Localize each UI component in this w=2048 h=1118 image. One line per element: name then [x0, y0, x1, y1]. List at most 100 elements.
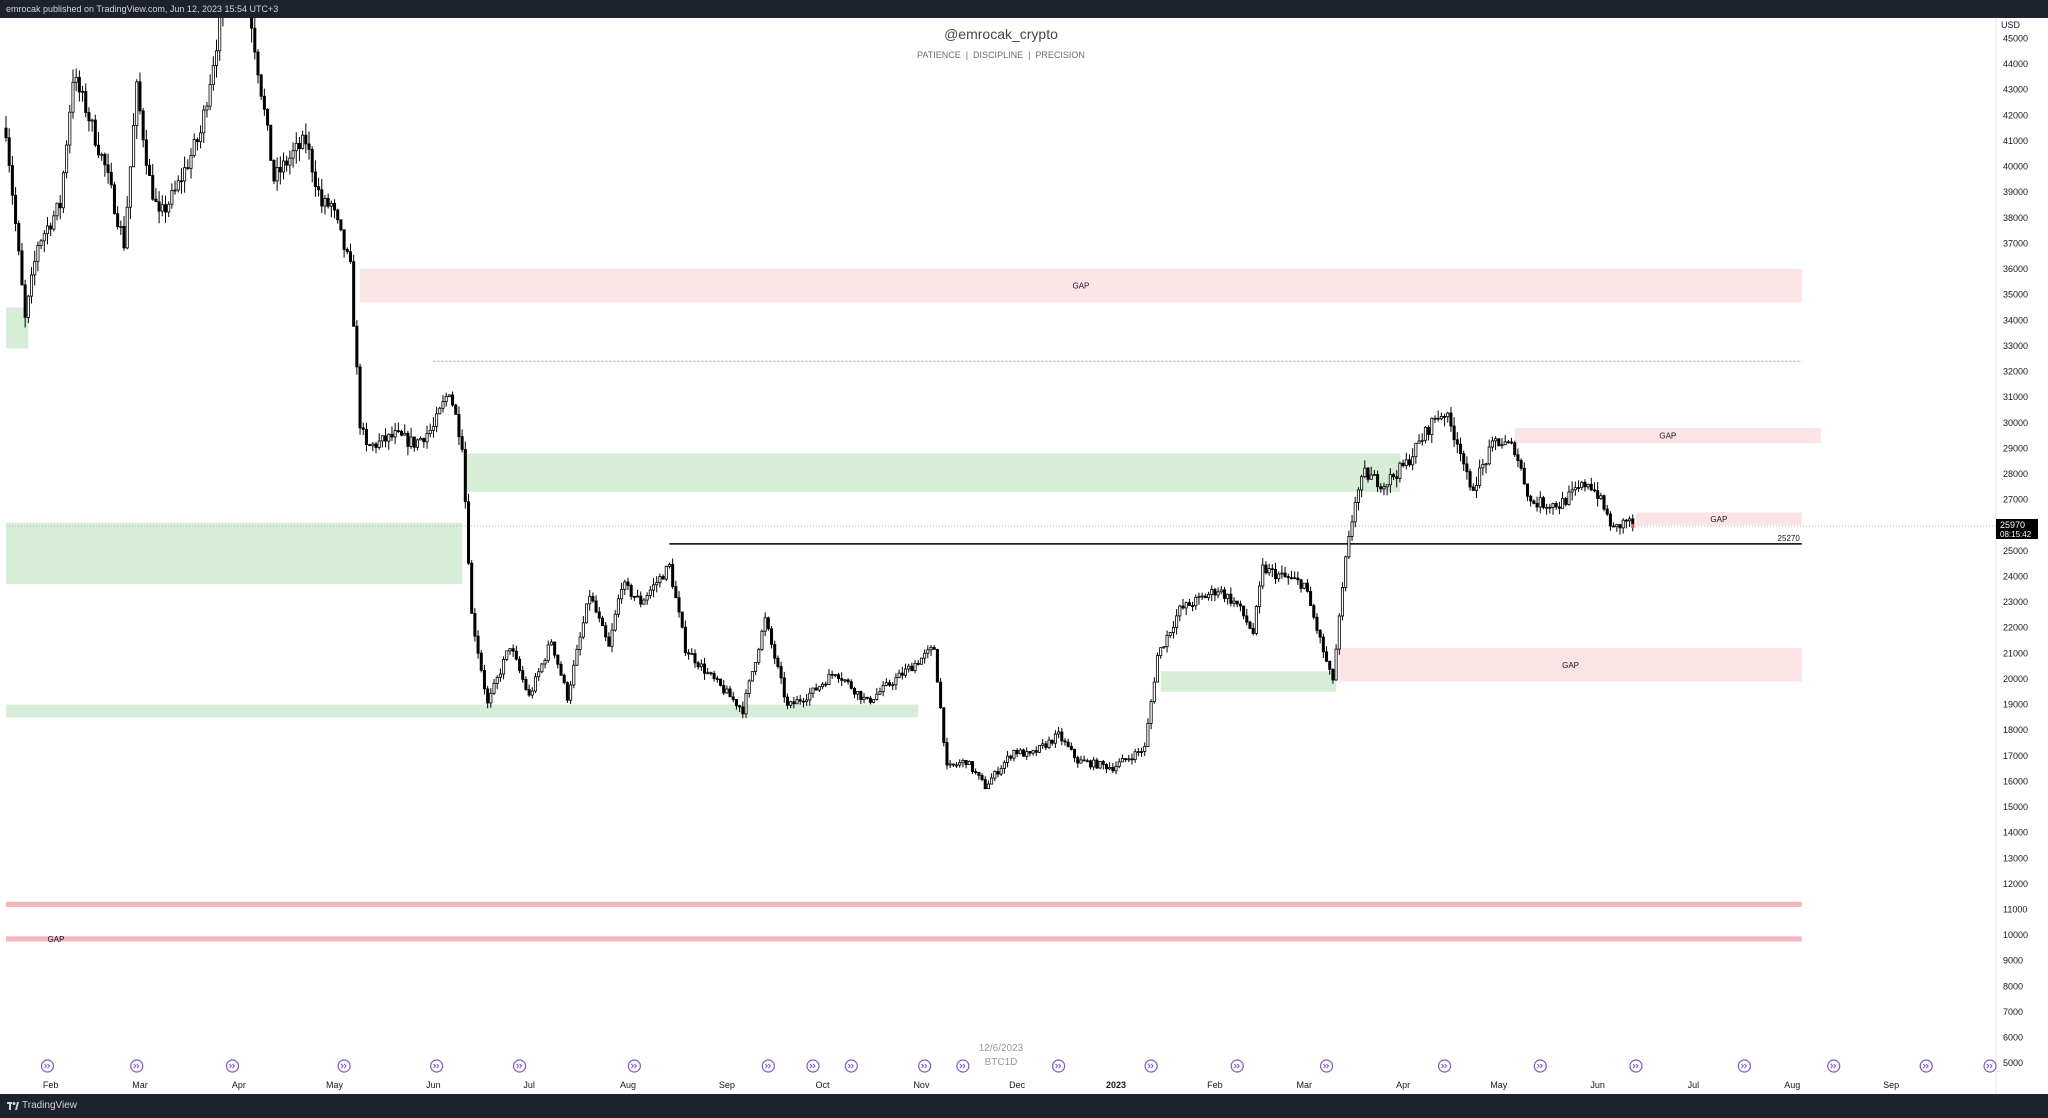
event-marker-icon[interactable]	[918, 1059, 932, 1073]
candle-down	[1085, 760, 1089, 763]
event-marker-icon[interactable]	[512, 1059, 527, 1073]
candle-up	[1369, 474, 1373, 480]
candle-up	[923, 652, 927, 659]
candle-down	[266, 108, 270, 126]
event-marker-icon[interactable]	[1144, 1059, 1158, 1073]
event-marker-icon[interactable]	[337, 1059, 351, 1073]
candle-up	[173, 189, 177, 192]
candle-down	[1273, 569, 1278, 580]
candle-up	[537, 671, 541, 678]
candle-up	[651, 584, 656, 591]
candle-down	[1608, 513, 1612, 527]
candle-up	[438, 407, 442, 415]
time-axis[interactable]: Feb Mar Apr May Jun Jul Aug Sep Oct Nov Dec 2023 Feb…	[43, 1080, 1899, 1090]
candle-down	[186, 167, 190, 170]
price-axis[interactable]: 5000 6000 7000 8000 9000 10000 11000 12000 13000…	[2003, 33, 2028, 1068]
candle-up	[1146, 722, 1150, 747]
candle-up	[1053, 733, 1057, 744]
candle-down	[674, 586, 678, 599]
event-marker-chevron	[1233, 1063, 1240, 1069]
candle-down	[718, 678, 723, 686]
candle-down	[703, 663, 707, 674]
candle-up	[498, 673, 502, 678]
time-tick-label: Feb	[43, 1080, 59, 1090]
event-marker-icon[interactable]	[225, 1059, 240, 1073]
event-marker-icon[interactable]	[956, 1059, 970, 1073]
candle-up	[1165, 635, 1169, 648]
event-marker-icon[interactable]	[1827, 1059, 1841, 1073]
candle-down	[1497, 438, 1501, 447]
event-marker-icon[interactable]	[1437, 1059, 1452, 1073]
candle-down	[1541, 497, 1545, 508]
candle-up	[1503, 441, 1507, 446]
candle-down	[23, 284, 27, 318]
price-tick-label: 27000	[2003, 495, 2028, 505]
event-marker-icon[interactable]	[627, 1059, 641, 1073]
candle-up	[1481, 463, 1485, 469]
candle-up	[1159, 647, 1163, 657]
event-marker-icon[interactable]	[130, 1059, 144, 1073]
candle-up	[1194, 596, 1198, 607]
candle-up	[128, 166, 132, 208]
candle-down	[10, 165, 14, 196]
event-marker-icon[interactable]	[1919, 1059, 1933, 1073]
event-marker-icon[interactable]	[430, 1059, 444, 1073]
candle-down	[629, 584, 633, 597]
candle-up	[1092, 759, 1096, 768]
candle-up	[1302, 582, 1306, 589]
event-marker-icon[interactable]	[1230, 1059, 1244, 1073]
candle-down	[556, 654, 560, 665]
level-label: 25270	[1778, 534, 1801, 543]
candle-up	[160, 204, 164, 212]
event-marker-icon[interactable]	[1983, 1059, 1997, 1073]
candle-up	[1474, 485, 1478, 491]
candle-up	[444, 396, 448, 403]
event-marker-chevron	[1922, 1063, 1929, 1069]
event-marker-icon[interactable]	[40, 1059, 55, 1073]
event-marker-icon[interactable]	[1737, 1059, 1751, 1073]
candle-up	[613, 613, 617, 631]
candle-up	[750, 671, 754, 682]
candle-down	[1248, 621, 1252, 629]
candle-up	[1545, 506, 1549, 509]
candle-up	[294, 142, 298, 152]
event-marker-icon[interactable]	[1052, 1059, 1066, 1073]
candle-up	[955, 764, 959, 767]
candle-up	[569, 684, 573, 701]
candle-down	[317, 186, 321, 191]
event-marker-icon[interactable]	[1629, 1059, 1643, 1073]
candle-down	[151, 175, 155, 200]
event-marker-icon[interactable]	[761, 1059, 775, 1073]
candle-up	[61, 172, 65, 209]
event-marker-icon[interactable]	[806, 1059, 820, 1073]
candle-down	[1596, 490, 1600, 500]
event-marker-circle	[1230, 1059, 1244, 1073]
candle-down	[138, 81, 142, 112]
candle-up	[323, 197, 327, 207]
last-price-tag: 25970 08:15:42	[1996, 519, 2038, 539]
candle-down	[527, 688, 531, 696]
event-marker-icon[interactable]	[844, 1059, 858, 1073]
candle-down	[116, 213, 120, 227]
candle-up	[1267, 568, 1271, 574]
candle-down	[352, 261, 356, 327]
candle-up	[1388, 474, 1392, 486]
candle-up	[1334, 648, 1338, 681]
events-layer[interactable]	[40, 1059, 1997, 1073]
candle-up	[1404, 459, 1408, 467]
event-marker-icon[interactable]	[1319, 1059, 1334, 1073]
candle-up	[380, 435, 384, 442]
event-marker-chevron	[1323, 1063, 1330, 1069]
candle-up	[884, 682, 888, 686]
candle-down	[945, 742, 949, 766]
gap-zone	[1514, 427, 1821, 444]
event-marker-icon[interactable]	[1533, 1059, 1547, 1073]
candle-up	[1232, 600, 1236, 604]
price-tick-label: 14000	[2003, 828, 2028, 838]
candle-up	[441, 401, 445, 409]
candle-down	[1455, 439, 1459, 445]
candle-up	[763, 617, 767, 632]
candle-down	[814, 687, 818, 691]
btc-candlestick-chart[interactable]: GAP GAP GAP GAP GAP 25270 5000 6000 7000 8000 90…	[0, 18, 2048, 1094]
candle-up	[387, 433, 391, 442]
